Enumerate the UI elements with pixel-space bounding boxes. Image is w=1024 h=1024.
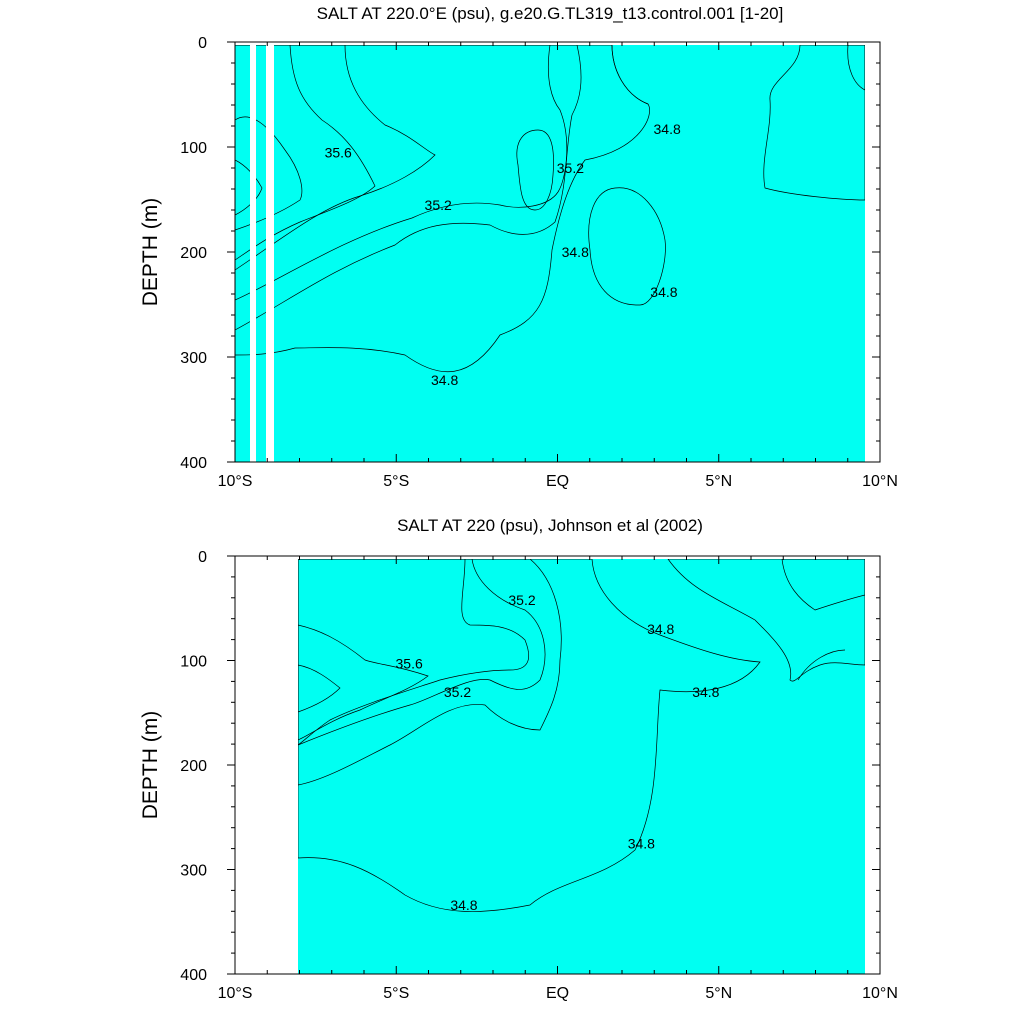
fill-35.8 xyxy=(298,664,341,713)
x-tick-label: 10°N xyxy=(862,473,898,490)
x-tick-label: 5°S xyxy=(383,985,409,1002)
y-tick-label: 100 xyxy=(180,140,207,157)
contour-label: 35.2 xyxy=(425,197,452,213)
contour-label: 35.6 xyxy=(325,144,352,160)
fill-35.6 xyxy=(235,45,376,261)
fill-35.8 xyxy=(235,116,303,231)
fill-34.4 xyxy=(667,559,865,682)
y-tick-label: 200 xyxy=(180,245,207,262)
y-tick-label: 300 xyxy=(180,350,207,367)
contour-label: 34.8 xyxy=(654,121,681,137)
y-tick-label: 300 xyxy=(180,863,207,880)
fill-35.6 xyxy=(298,624,429,741)
fill-34.4 xyxy=(763,45,865,201)
fill-34.6 xyxy=(298,559,865,974)
fill-35.4-blob xyxy=(516,129,554,211)
contour-line xyxy=(797,649,846,681)
x-tick-label: 5°N xyxy=(705,985,732,1002)
panel-model: SALT AT 220.0°E (psu), g.e20.G.TL319_t13… xyxy=(139,4,898,490)
panel-model-contour-labels: 35.6 35.2 35.2 34.8 34.8 34.8 34.8 xyxy=(325,121,681,388)
y-tick-label: 0 xyxy=(198,35,207,52)
missing-column-1 xyxy=(250,45,256,462)
x-tick-label: 10°N xyxy=(862,985,898,1002)
panel-observations: SALT AT 220 (psu), Johnson et al (2002) … xyxy=(139,516,898,1002)
contour-label: 35.2 xyxy=(508,592,535,608)
fill-34.8 xyxy=(298,559,761,912)
contour-label: 35.2 xyxy=(557,160,584,176)
x-tick-label: 10°S xyxy=(218,985,253,1002)
fill-35.0 xyxy=(235,45,582,331)
panel-model-field xyxy=(235,45,865,462)
fill-34.8-lobe xyxy=(588,187,666,306)
contour-label: 34.8 xyxy=(647,621,674,637)
panel-observations-ticks: 10°S 5°S EQ 5°N 10°N 0 100 200 300 400 xyxy=(180,549,898,1002)
fill-35.4 xyxy=(235,45,436,271)
contour-label: 34.8 xyxy=(562,244,589,260)
contour-label: 35.6 xyxy=(396,656,423,672)
panel-model-ticks: 10°S 5°S EQ 5°N 10°N 0 100 200 300 400 xyxy=(180,35,898,490)
panel-model-title: SALT AT 220.0°E (psu), g.e20.G.TL319_t13… xyxy=(317,4,784,23)
y-tick-label: 200 xyxy=(180,758,207,775)
fill-34.8 xyxy=(235,45,650,373)
x-tick-label: EQ xyxy=(546,985,569,1002)
fill-34.2 xyxy=(781,559,865,611)
x-tick-label: 10°S xyxy=(218,473,253,490)
panel-observations-field xyxy=(298,559,865,974)
fill-35.2 xyxy=(235,45,568,301)
contour-label: 34.8 xyxy=(628,835,655,851)
y-tick-label: 400 xyxy=(180,967,207,984)
panel-observations-title: SALT AT 220 (psu), Johnson et al (2002) xyxy=(397,516,703,535)
x-tick-label: EQ xyxy=(546,473,569,490)
contour-label: 34.8 xyxy=(431,372,458,388)
fill-35.4 xyxy=(298,559,529,746)
fill-35.0 xyxy=(298,559,562,786)
missing-column-2 xyxy=(266,45,274,462)
contour-label: 34.8 xyxy=(450,897,477,913)
contour-label: 34.8 xyxy=(692,684,719,700)
panel-observations-contour-labels: 35.2 35.6 35.2 34.8 34.8 34.8 34.8 xyxy=(396,592,720,913)
panel-model-ylabel: DEPTH (m) xyxy=(139,198,162,307)
contour-label: 35.2 xyxy=(444,684,471,700)
y-tick-label: 100 xyxy=(180,654,207,671)
contour-label: 34.8 xyxy=(650,284,677,300)
fill-34.6 xyxy=(235,45,865,462)
fill-35.2 xyxy=(298,559,546,746)
y-tick-label: 400 xyxy=(180,455,207,472)
contour-line xyxy=(611,45,649,105)
x-tick-label: 5°S xyxy=(383,473,409,490)
x-tick-label: 5°N xyxy=(705,473,732,490)
fill-34.2 xyxy=(847,45,865,91)
panel-observations-ylabel: DEPTH (m) xyxy=(139,711,162,820)
y-tick-label: 0 xyxy=(198,549,207,566)
fill-36.0 xyxy=(235,159,263,216)
